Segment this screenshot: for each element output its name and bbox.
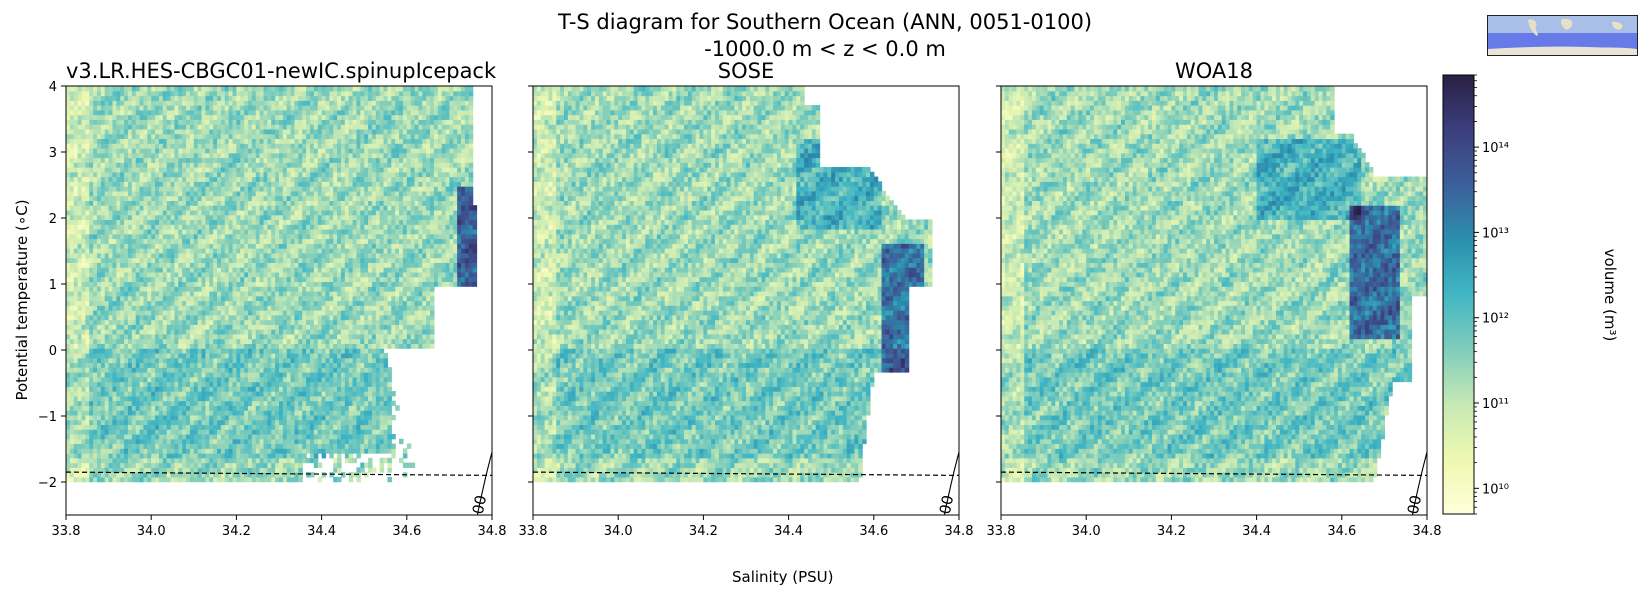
- colorbar-tick-label: 10¹³: [1482, 226, 1509, 241]
- density-contours-1: 27.00: [464, 449, 492, 515]
- colorbar: 10¹⁰ 10¹¹ 10¹² 10¹³ 10¹⁴: [1442, 74, 1509, 515]
- isopycnal-27.00: [943, 449, 959, 515]
- panel-title-sose: SOSE: [533, 59, 959, 83]
- panel-title-model: v3.LR.HES-CBGC01-newIC.spinupIcepack: [66, 59, 496, 83]
- x-tick-label: 34.4: [774, 524, 803, 539]
- x-tick-label: 34.4: [307, 524, 336, 539]
- x-tick-label: 33.8: [987, 524, 1016, 539]
- x-tick-label: 34.0: [1072, 524, 1101, 539]
- x-tick-label: 34.8: [478, 524, 507, 539]
- x-tick-label: 34.4: [1242, 524, 1271, 539]
- x-axis-label: Salinity (PSU): [732, 568, 834, 586]
- heatmap-1: [66, 86, 478, 483]
- freezing-line-3: [1000, 471, 1428, 476]
- x-tick-label: 34.2: [222, 524, 251, 539]
- panel-2: 27.00 33.8 34.0 34.2 34.4 34.6 34.8: [519, 85, 974, 539]
- x-tick-label: 34.0: [137, 524, 166, 539]
- x-tick-label: 33.8: [519, 524, 548, 539]
- y-tick-label: −2: [38, 476, 57, 491]
- axes-frame-2: [532, 85, 960, 516]
- figure-title-line-2: -1000.0 m < z < 0.0 m: [0, 37, 1650, 61]
- axes-frame-3: [1000, 85, 1428, 516]
- y-tick-label: 4: [49, 80, 57, 95]
- x-tick-label: 34.0: [604, 524, 633, 539]
- y-tick-label: 3: [49, 146, 57, 161]
- figure-title-line-1: T-S diagram for Southern Ocean (ANN, 005…: [0, 10, 1650, 34]
- panel-title-woa18: WOA18: [1001, 59, 1427, 83]
- x-tick-label: 34.2: [1157, 524, 1186, 539]
- y-tick-label: 0: [49, 344, 57, 359]
- x-tick-label: 34.8: [1413, 524, 1442, 539]
- x-tick-label: 34.8: [945, 524, 974, 539]
- x-tick-label: 34.6: [392, 524, 421, 539]
- heatmap-3: [1001, 86, 1427, 483]
- y-tick-label: 2: [49, 212, 57, 227]
- freezing-line-1: [65, 471, 493, 476]
- colorbar-gradient: [1442, 74, 1475, 515]
- southern-ocean-region-map: [1487, 15, 1638, 56]
- x-tick-label: 33.8: [52, 524, 81, 539]
- x-tick-label: 34.6: [859, 524, 888, 539]
- heatmap-2: [533, 86, 933, 483]
- y-tick-label: 1: [49, 278, 57, 293]
- axes-frame-1: [65, 85, 493, 516]
- colorbar-tick-label: 10¹¹: [1482, 397, 1509, 412]
- density-contours-2: 27.00: [931, 449, 959, 515]
- colorbar-tick-label: 10¹⁴: [1482, 141, 1509, 156]
- x-tick-label: 34.2: [689, 524, 718, 539]
- colorbar-tick-label: 10¹⁰: [1482, 482, 1509, 497]
- panel-1: 27.00 33.8 34.0 34.2 34.4 34.6 34.8 −2 −1 0 1 2 3 4: [38, 80, 507, 539]
- freezing-line-2: [532, 471, 960, 476]
- isopycnal-27.00: [476, 449, 492, 515]
- isopycnal-27.00: [1411, 449, 1427, 515]
- y-tick-label: −1: [38, 410, 57, 425]
- colorbar-tick-label: 10¹²: [1482, 312, 1509, 327]
- x-tick-label: 34.6: [1327, 524, 1356, 539]
